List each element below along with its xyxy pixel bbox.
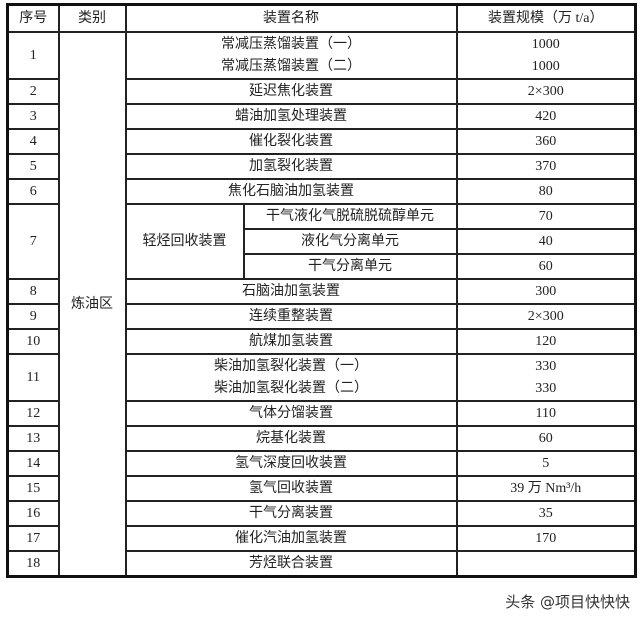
table-row: 14 氢气深度回收装置 5 <box>6 450 637 477</box>
device-name: 氢气深度回收装置 <box>124 450 458 477</box>
equipment-table: 序号 类别 装置名称 装置规模（万 t/a） 1 炼油区 常减压蒸馏装置（一） 常减压… <box>6 3 637 578</box>
cell-line: 柴油加氢裂化装置（一） <box>214 358 368 374</box>
cell-line: 330 <box>535 358 557 374</box>
device-name: 催化裂化装置 <box>124 128 458 155</box>
device-scale: 2×300 <box>455 78 637 105</box>
header-scale: 装置规模（万 t/a） <box>455 3 637 33</box>
table-row: 10 航煤加氢装置 120 <box>6 328 637 355</box>
device-scale: 360 <box>455 128 637 155</box>
row-index: 15 <box>6 475 60 502</box>
device-name: 常减压蒸馏装置（一） 常减压蒸馏装置（二） <box>124 31 458 80</box>
device-name: 气体分馏装置 <box>124 400 458 427</box>
cell-line: 1000 <box>531 36 560 52</box>
row-index: 8 <box>6 278 60 305</box>
device-scale: 39 万 Nm³/h <box>455 475 637 502</box>
device-scale: 420 <box>455 103 637 130</box>
device-scale: 5 <box>455 450 637 477</box>
table-row: 15 氢气回收装置 39 万 Nm³/h <box>6 475 637 502</box>
device-scale: 330 330 <box>455 353 637 402</box>
device-name: 航煤加氢装置 <box>124 328 458 355</box>
unit-name: 液化气分离单元 <box>242 228 458 255</box>
table-row: 4 催化裂化装置 360 <box>6 128 637 155</box>
device-scale: 80 <box>455 178 637 205</box>
table-row: 7 轻烃回收装置 干气液化气脱硫脱硫醇单元 70 <box>6 203 637 280</box>
table-row: 9 连续重整装置 2×300 <box>6 303 637 330</box>
category-cell: 炼油区 <box>57 31 127 578</box>
device-name: 加氢裂化装置 <box>124 153 458 180</box>
table-row: 17 催化汽油加氢装置 170 <box>6 525 637 552</box>
row-index: 6 <box>6 178 60 205</box>
device-name: 氢气回收装置 <box>124 475 458 502</box>
device-name: 柴油加氢裂化装置（一） 柴油加氢裂化装置（二） <box>124 353 458 402</box>
device-name: 芳烃联合装置 <box>124 550 458 578</box>
device-scale: 1000 1000 <box>455 31 637 80</box>
device-scale: 2×300 <box>455 303 637 330</box>
row-index: 13 <box>6 425 60 452</box>
device-name: 延迟焦化装置 <box>124 78 458 105</box>
unit-scale: 60 <box>455 253 637 280</box>
table-row: 2 延迟焦化装置 2×300 <box>6 78 637 105</box>
row-index: 7 <box>6 203 60 280</box>
table-row: 13 烷基化装置 60 <box>6 425 637 452</box>
device-scale: 300 <box>455 278 637 305</box>
row-index: 16 <box>6 500 60 527</box>
cell-line: 1000 <box>531 58 560 74</box>
device-scale <box>455 550 637 578</box>
watermark: 头条 @项目快快快 <box>505 593 630 611</box>
row-index: 14 <box>6 450 60 477</box>
table-row: 8 石脑油加氢装置 300 <box>6 278 637 305</box>
row-index: 11 <box>6 353 60 402</box>
device-scale: 370 <box>455 153 637 180</box>
device-scale: 60 <box>455 425 637 452</box>
row-index: 9 <box>6 303 60 330</box>
row-index: 1 <box>6 31 60 80</box>
device-name: 连续重整装置 <box>124 303 458 330</box>
row-index: 3 <box>6 103 60 130</box>
device-name: 烷基化装置 <box>124 425 458 452</box>
table-row: 液化气分离单元 40 <box>8 228 637 255</box>
table-body: 1 炼油区 常减压蒸馏装置（一） 常减压蒸馏装置（二） 1000 1000 2 延迟焦化装置 2… <box>6 31 637 578</box>
table-row: 11 柴油加氢裂化装置（一） 柴油加氢裂化装置（二） 330 330 <box>6 353 637 402</box>
device-name: 蜡油加氢处理装置 <box>124 103 458 130</box>
header-name: 装置名称 <box>124 3 458 33</box>
device-name: 干气分离装置 <box>124 500 458 527</box>
cell-line: 常减压蒸馏装置（一） <box>221 36 361 52</box>
device-name: 石脑油加氢装置 <box>124 278 458 305</box>
row-index: 18 <box>6 550 60 578</box>
device-name: 催化汽油加氢装置 <box>124 525 458 552</box>
device-scale: 35 <box>455 500 637 527</box>
cell-line: 柴油加氢裂化装置（二） <box>214 380 368 396</box>
table-row: 1 炼油区 常减压蒸馏装置（一） 常减压蒸馏装置（二） 1000 1000 <box>6 31 637 578</box>
cell-line: 常减压蒸馏装置（二） <box>221 58 361 74</box>
device-scale: 170 <box>455 525 637 552</box>
cell-line: 330 <box>535 380 557 396</box>
unit-scale: 70 <box>455 203 637 230</box>
unit-name: 干气分离单元 <box>242 253 458 280</box>
row-index: 2 <box>6 78 60 105</box>
table-row: 3 蜡油加氢处理装置 420 <box>6 103 637 130</box>
row-index: 17 <box>6 525 60 552</box>
unit-name: 干气液化气脱硫脱硫醇单元 <box>242 203 458 230</box>
header-category: 类别 <box>57 3 127 33</box>
group-name: 轻烃回收装置 <box>124 203 245 280</box>
row-index: 4 <box>6 128 60 155</box>
row-index: 5 <box>6 153 60 180</box>
table-row: 6 焦化石脑油加氢装置 80 <box>6 178 637 205</box>
row-index: 10 <box>6 328 60 355</box>
row-index: 12 <box>6 400 60 427</box>
device-scale: 110 <box>455 400 637 427</box>
table-row: 12 气体分馏装置 110 <box>6 400 637 427</box>
table-row: 5 加氢裂化装置 370 <box>6 153 637 180</box>
unit-scale: 40 <box>455 228 637 255</box>
header-index: 序号 <box>6 3 60 33</box>
table-row: 18 芳烃联合装置 <box>6 550 637 578</box>
table-row: 16 干气分离装置 35 <box>6 500 637 527</box>
table-row: 干气分离单元 60 <box>8 253 637 280</box>
device-name: 焦化石脑油加氢装置 <box>124 178 458 205</box>
table-header-row: 序号 类别 装置名称 装置规模（万 t/a） <box>6 3 637 33</box>
device-scale: 120 <box>455 328 637 355</box>
